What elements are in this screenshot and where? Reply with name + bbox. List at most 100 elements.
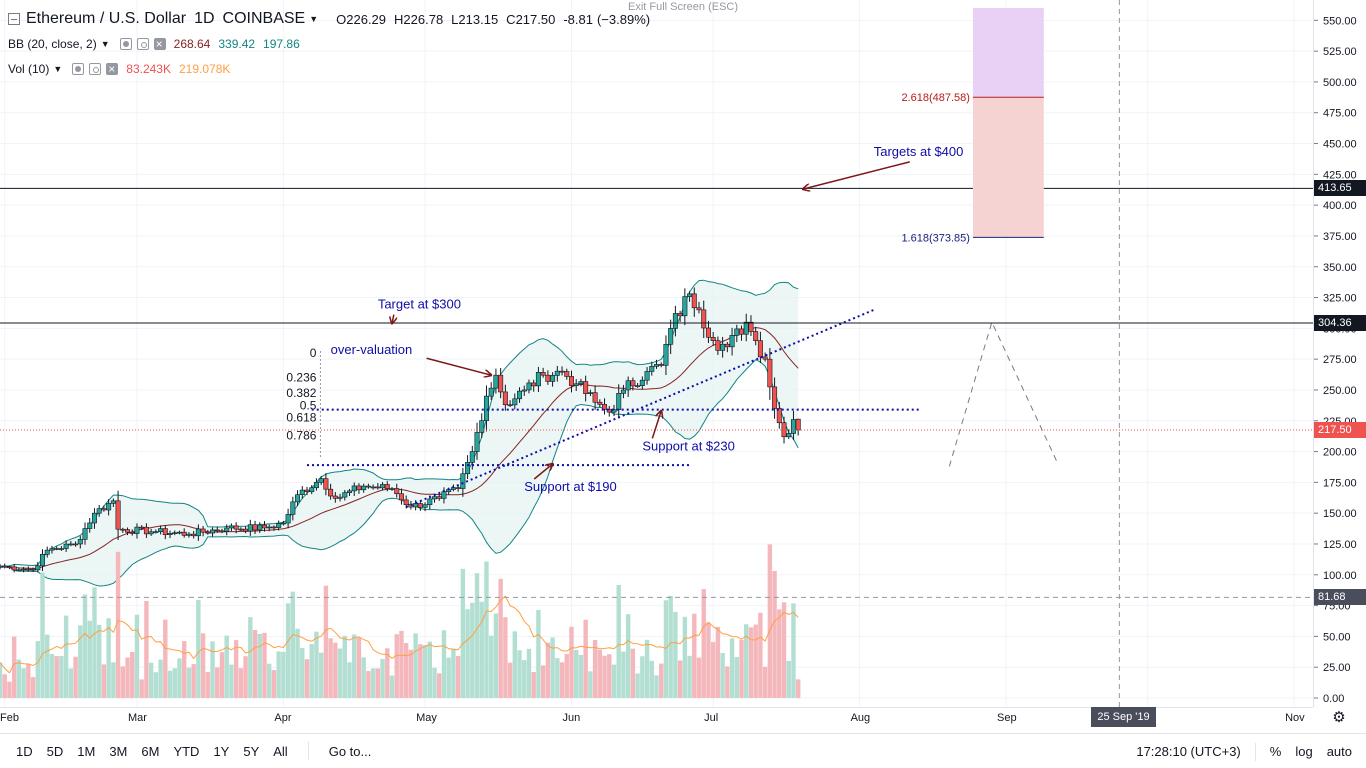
chart-canvas[interactable]: 2.618(487.58)1.618(373.85)00.2360.3820.5… (0, 0, 1313, 707)
price-tick-label: 500.00 (1323, 77, 1357, 89)
candle-body (271, 526, 277, 529)
candle-body (16, 569, 22, 572)
collapse-legend-icon[interactable] (8, 13, 20, 25)
eye-icon[interactable] (72, 63, 85, 75)
volume-bar (196, 599, 201, 698)
fib-retracement-label: 0.236 (286, 371, 316, 385)
price-tick-label: 400.00 (1323, 200, 1357, 212)
exit-fullscreen-hint[interactable]: Exit Full Screen (ESC) (628, 1, 739, 13)
candle-body (413, 503, 419, 508)
gear-icon[interactable] (136, 38, 149, 50)
annotation-label: Support at $190 (524, 479, 617, 494)
symbol-title[interactable]: Ethereum / U.S. Dollar (26, 10, 187, 27)
volume-bar (304, 659, 310, 698)
volume-bar (172, 668, 177, 698)
volume-bar (59, 655, 64, 698)
candle-body (658, 364, 664, 366)
close-icon[interactable] (106, 61, 119, 77)
volume-bar (191, 664, 196, 698)
volume-bar (92, 587, 97, 698)
volume-bar (474, 573, 480, 698)
volume-bar (380, 659, 385, 698)
price-tick-label: 450.00 (1323, 139, 1357, 151)
candle-body (186, 533, 192, 536)
bb-upper-value: 339.42 (218, 37, 256, 51)
percent-toggle[interactable]: % (1269, 744, 1282, 759)
candle-body (257, 524, 263, 531)
volume-bar (337, 648, 343, 698)
volume-bar (498, 578, 503, 698)
candle-body (280, 522, 286, 525)
candle-body (44, 549, 50, 555)
range-1m[interactable]: 1M (77, 743, 96, 759)
range-1y[interactable]: 1Y (213, 743, 230, 759)
range-3m[interactable]: 3M (109, 743, 128, 759)
volume-bar (276, 651, 281, 698)
range-5y[interactable]: 5Y (243, 743, 260, 759)
eye-icon[interactable] (119, 38, 132, 50)
volume-bar (451, 648, 456, 698)
volume-bar (68, 668, 74, 698)
vol-label[interactable]: Vol (10) (8, 62, 50, 76)
candle-body (790, 419, 796, 434)
volume-bar (427, 641, 432, 698)
volume-bar (616, 585, 621, 698)
gear-icon[interactable]: ⚙ (1332, 709, 1346, 726)
candle-body (753, 331, 759, 341)
candle-body (786, 433, 792, 438)
time-tick-label: Nov (1285, 712, 1305, 724)
time-axis[interactable]: FebMarAprMayJunJulAugSepOctNov (0, 707, 1313, 729)
candle-body (545, 374, 551, 382)
volume-bar (795, 679, 801, 698)
volume-bar (739, 640, 744, 698)
range-ytd[interactable]: YTD (173, 743, 200, 759)
chevron-down-icon[interactable]: ▼ (100, 39, 110, 49)
chevron-down-icon[interactable]: ▼ (53, 64, 63, 74)
price-scale[interactable]: 0.00 25.00 50.00 75.00 100.00 125.00 150.00 175… (1313, 0, 1366, 707)
candle-body (611, 409, 617, 413)
goto-button[interactable]: Go to... (328, 743, 372, 759)
candle-body (143, 526, 149, 535)
volume-bar (35, 641, 40, 698)
candle-body (351, 485, 357, 492)
chevron-down-icon[interactable]: ▼ (309, 14, 319, 24)
candle-body (0, 565, 3, 568)
candle-body (21, 568, 27, 571)
candle-body (361, 485, 367, 491)
candle-body (129, 531, 135, 534)
clock-label[interactable]: 17:28:10 (UTC+3) (1136, 744, 1241, 759)
volume-bar (96, 624, 102, 698)
candle-body (512, 398, 518, 406)
bb-label[interactable]: BB (20, close, 2) (8, 37, 97, 51)
volume-bar (455, 655, 461, 698)
range-5d[interactable]: 5D (46, 743, 64, 759)
annotation-label: over-valuation (331, 342, 413, 357)
auto-toggle[interactable]: auto (1326, 744, 1352, 759)
volume-bar (659, 663, 664, 698)
volume-bar (347, 662, 352, 698)
candle-body (200, 528, 206, 533)
close-icon[interactable] (153, 36, 166, 52)
candle-body (110, 500, 116, 504)
candle-body (224, 527, 230, 532)
candle-body (521, 389, 527, 392)
volume-bar (49, 654, 55, 698)
candle-body (757, 340, 763, 358)
annotation-arrow (803, 161, 910, 189)
volume-bar (106, 618, 111, 698)
log-toggle[interactable]: log (1295, 744, 1313, 759)
volume-bar (488, 635, 494, 698)
time-tick-label: Apr (274, 712, 292, 724)
volume-bar (11, 636, 17, 698)
candle-body (365, 485, 371, 488)
candle-body (762, 356, 768, 360)
range-all[interactable]: All (273, 743, 288, 759)
range-1d[interactable]: 1D (16, 743, 33, 759)
time-tick-label: May (416, 712, 437, 724)
gear-icon[interactable] (89, 63, 102, 75)
candle-body (101, 508, 107, 511)
range-6m[interactable]: 6M (141, 743, 160, 759)
chart-plot-area[interactable]: 2.618(487.58) 1.618(373.85) 0 0.236 0.382 0.5… (0, 0, 1313, 707)
volume-bar (503, 617, 508, 698)
volume-bar (531, 672, 536, 698)
